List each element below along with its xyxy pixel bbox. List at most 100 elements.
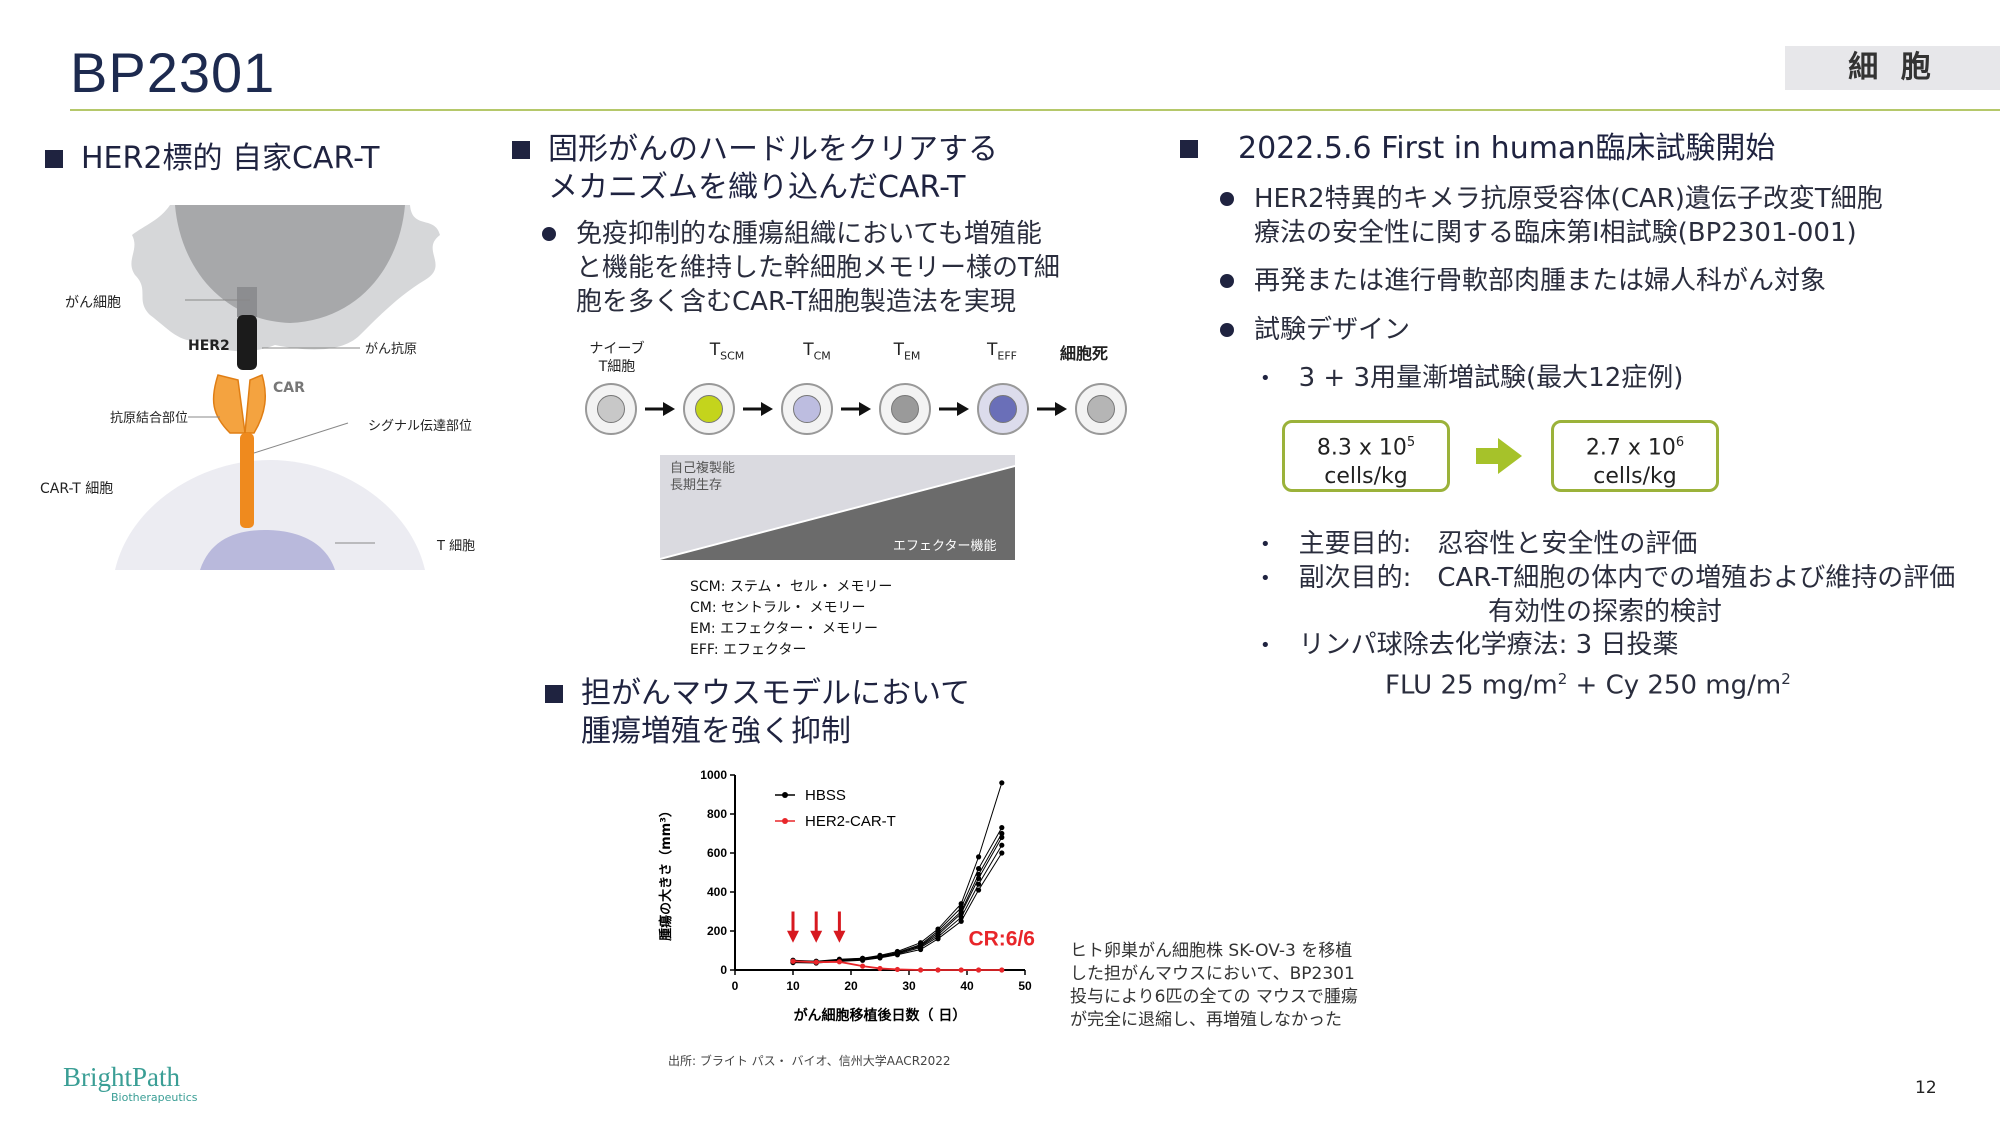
data-point [790, 958, 796, 964]
stage-label-tscm: TSCM [709, 340, 745, 363]
small-bullet-icon: • [1260, 533, 1271, 555]
data-point [999, 842, 1005, 848]
arrow-right-icon [841, 402, 871, 416]
car-binding-right [244, 373, 267, 434]
dose-escalation-arrow-icon [1476, 438, 1522, 474]
chart-note-line1: ヒト卵巣がん細胞株 SK-OV-3 を移植 [1070, 941, 1353, 961]
logo-sub: Biotherapeutics [111, 1091, 198, 1104]
stage-labels: ナイーブ T細胞 TSCM TCM TEM TEFF 細胞死 [572, 340, 1108, 380]
data-point [976, 854, 982, 860]
cell-tcm-icon [781, 383, 833, 435]
data-point [999, 780, 1005, 786]
right-sub-bullet-text: 3 + 3用量漸増試験(最大12症例) [1298, 363, 1684, 393]
data-point [999, 830, 1005, 837]
y-tick-label: 400 [707, 885, 727, 899]
chart-note-line2: した担がんマウスにおいて、BP2301 [1070, 964, 1355, 984]
y-tick-label: 800 [707, 807, 727, 821]
x-tick-label: 30 [902, 979, 916, 993]
bullet-dot-icon [1220, 323, 1234, 337]
square-bullet-icon [545, 685, 563, 703]
x-tick-label: 0 [732, 979, 739, 993]
data-point [976, 887, 982, 893]
label-signal-site: シグナル伝達部位 [368, 419, 473, 434]
data-point [935, 967, 941, 973]
data-point [813, 959, 819, 965]
middle-heading-line1: 固形がんのハードルをクリアする [548, 132, 998, 167]
chart-note-line4: が完全に退縮し、再増殖しなかった [1070, 1010, 1342, 1030]
arrow-right-icon [645, 402, 675, 416]
right-bullet-3: 試験デザイン [1220, 313, 1410, 347]
left-heading-row: HER2標的 自家CAR-T [45, 140, 379, 178]
dose-low-value: 8.3 x 105 [1316, 435, 1416, 461]
right-bullet-1: HER2特異的キメラ抗原受容体(CAR)遺伝子改変T細胞 療法の安全性に関する臨… [1220, 182, 1883, 250]
cell-teff-icon [977, 383, 1029, 435]
bullet-dot-icon [1220, 192, 1234, 206]
her2-receptor [237, 315, 257, 370]
cell-death-icon [1075, 383, 1127, 435]
data-point [976, 881, 982, 887]
label-t-cell: T 細胞 [437, 539, 476, 554]
data-point [860, 957, 866, 963]
right-sub-bullet: • 3 + 3用量漸増試験(最大12症例) [1260, 361, 1683, 395]
legend-label: HER2-CAR-T [805, 813, 896, 830]
page-number: 12 [1915, 1078, 1937, 1098]
y-tick-label: 600 [707, 846, 727, 860]
cell-tem-icon [879, 383, 931, 435]
data-point [999, 850, 1005, 856]
right-bullet-2: 再発または進行骨軟部肉腫または婦人科がん対象 [1220, 264, 1826, 298]
middle-heading: 固形がんのハードルをクリアする メカニズムを織り込んだCAR-T [512, 131, 998, 207]
cancer-cell-nucleus [175, 205, 405, 323]
stage-label-teff: TEFF [987, 340, 1017, 363]
secondary-endpoint-text-2: 有効性の探索的検討 [1488, 597, 1723, 627]
right-bullet-2-text: 再発または進行骨軟部肉腫または婦人科がん対象 [1254, 266, 1827, 296]
arrow-right-icon [743, 402, 773, 416]
legend-marker [782, 818, 788, 824]
data-point [999, 967, 1005, 973]
gradient-bottom-label: エフェクター機能 [893, 539, 997, 554]
car-t-diagram [115, 205, 440, 570]
dosing-arrow-head [787, 930, 799, 943]
secondary-endpoint: • 副次目的: CAR-T細胞の体内での増殖および維持の評価 [1260, 561, 1955, 595]
middle-heading2-line1: 担がんマウスモデルにおいて [581, 676, 971, 711]
logo-name: BrightPath [63, 1062, 181, 1092]
chart-note: ヒト卵巣がん細胞株 SK-OV-3 を移植 した担がんマウスにおいて、BP230… [1070, 940, 1358, 1032]
right-bullet-1-line1: HER2特異的キメラ抗原受容体(CAR)遺伝子改変T細胞 [1254, 184, 1883, 214]
small-bullet-icon: • [1260, 367, 1271, 389]
square-bullet-icon [1180, 140, 1198, 158]
data-point [958, 967, 964, 973]
label-cancer-cell: がん細胞 [65, 295, 121, 311]
lymphodepletion: • リンパ球除去化学療法: 3 日投薬 [1260, 628, 1678, 662]
stage-label-death: 細胞死 [1059, 344, 1108, 363]
y-tick-label: 1000 [700, 768, 727, 782]
right-heading: 2022.5.6 First in human臨床試験開始 [1238, 131, 1776, 166]
car-binding-left [212, 374, 246, 434]
cell-naive-icon [585, 383, 637, 435]
arrow-right-icon [1037, 402, 1067, 416]
data-point [877, 965, 883, 972]
middle-bullet-line3: 胞を多く含むCAR-T細胞製造法を実現 [576, 287, 1016, 317]
data-point [877, 955, 883, 961]
dosing-arrow-head [833, 930, 846, 943]
regimen-text: FLU 25 mg/m2 + Cy 250 mg/m2 [1385, 670, 1791, 701]
x-tick-label: 40 [960, 979, 974, 993]
data-point [894, 966, 900, 973]
category-badge: 細 胞 [1785, 46, 2000, 90]
chart-note-line3: 投与により6匹の全ての マウスで腫瘍 [1070, 987, 1358, 1007]
data-point [860, 963, 866, 969]
brightpath-logo: BrightPath Biotherapeutics [63, 1063, 198, 1104]
primary-endpoint: • 主要目的: 忍容性と安全性の評価 [1260, 527, 1697, 561]
y-tick-label: 0 [720, 963, 727, 977]
middle-bullet: 免疫抑制的な腫瘍組織においても増殖能 と機能を維持した幹細胞メモリー様のT細 胞… [542, 217, 1060, 319]
function-gradient [660, 455, 1015, 560]
data-point [999, 825, 1005, 831]
label-binding-site: 抗原結合部位 [110, 411, 189, 426]
stage-label-tem: TEM [893, 340, 921, 363]
data-point [958, 918, 964, 924]
label-antigen: がん抗原 [365, 342, 418, 357]
source-note: 出所: ブライト パス・ バイオ、信州大学AACR2022 [668, 1054, 951, 1068]
small-bullet-icon: • [1260, 567, 1271, 589]
right-bullet-1-line2: 療法の安全性に関する臨床第Ⅰ相試験(BP2301-001) [1254, 218, 1857, 248]
data-point [935, 936, 941, 942]
x-tick-label: 10 [786, 979, 800, 993]
car-stalk [240, 433, 254, 528]
